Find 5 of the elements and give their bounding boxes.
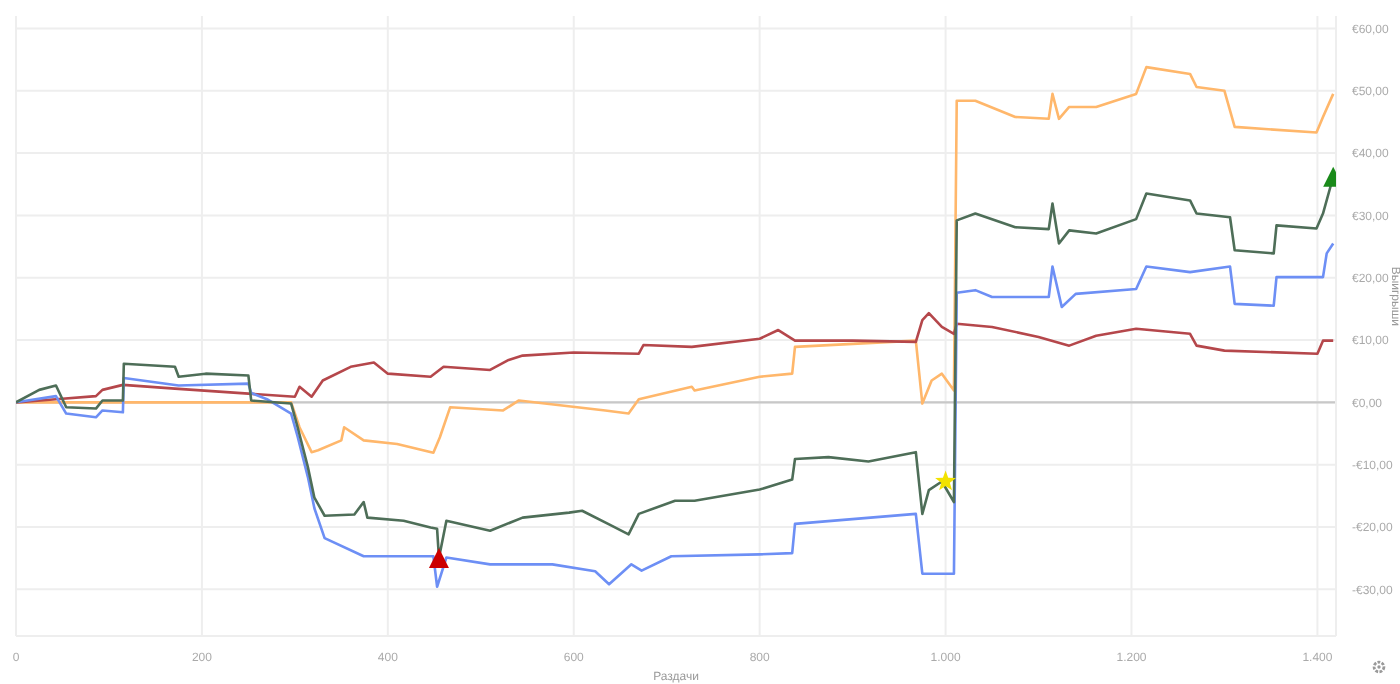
point (428, 548, 449, 569)
point (935, 470, 957, 491)
line-series (16, 242, 1335, 589)
line-series (16, 311, 1335, 404)
line-series (16, 65, 1335, 455)
